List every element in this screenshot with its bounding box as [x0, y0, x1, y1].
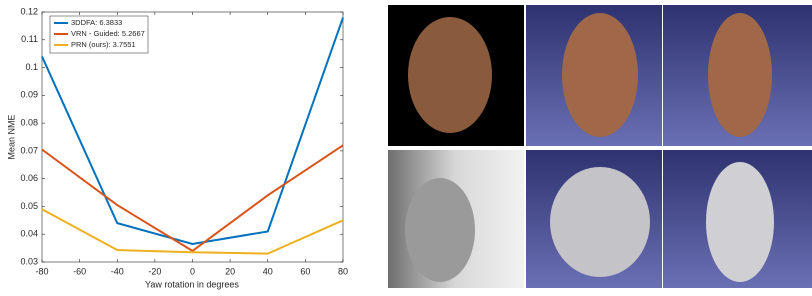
face: [550, 167, 650, 277]
x-tick-label: 80: [338, 266, 348, 276]
legend-label: VRN - Guided: 5.2667: [71, 29, 145, 38]
y-tick-label: 0.09: [20, 90, 38, 100]
x-tick-label: 0: [190, 266, 195, 276]
x-tick-label: -20: [148, 266, 161, 276]
y-tick-label: 0.05: [20, 201, 38, 211]
x-tick-label: 20: [225, 266, 235, 276]
y-axis-label: Mean NME: [6, 114, 16, 159]
y-tick-label: 0.08: [20, 117, 38, 127]
y-tick-label: 0.03: [20, 256, 38, 266]
x-tick-label: 60: [300, 266, 310, 276]
face: [562, 13, 638, 137]
x-tick-label: -60: [73, 266, 86, 276]
y-tick-label: 0.11: [21, 34, 38, 44]
face-images: [388, 5, 812, 288]
face: [706, 162, 774, 282]
y-tick-label: 0.1: [25, 62, 38, 72]
legend-label: PRN (ours): 3.7551: [71, 40, 136, 49]
x-tick-label: -40: [111, 266, 124, 276]
y-tick-label: 0.04: [20, 229, 38, 239]
legend-label: 3DDFA: 6.3833: [71, 18, 122, 27]
x-axis-label: Yaw rotation in degrees: [145, 279, 239, 289]
y-tick-label: 0.12: [20, 6, 38, 16]
x-tick-label: -80: [35, 266, 48, 276]
x-tick-label: 40: [263, 266, 273, 276]
face: [408, 17, 492, 133]
chart: Mean NME Yaw rotation in degrees 0.03 0.0…: [6, 6, 348, 289]
face: [405, 178, 475, 282]
face: [708, 13, 772, 137]
y-tick-label: 0.06: [20, 173, 38, 183]
y-tick-label: 0.07: [20, 145, 38, 155]
figure: Mean NME Yaw rotation in degrees 0.03 0.0…: [0, 0, 812, 291]
